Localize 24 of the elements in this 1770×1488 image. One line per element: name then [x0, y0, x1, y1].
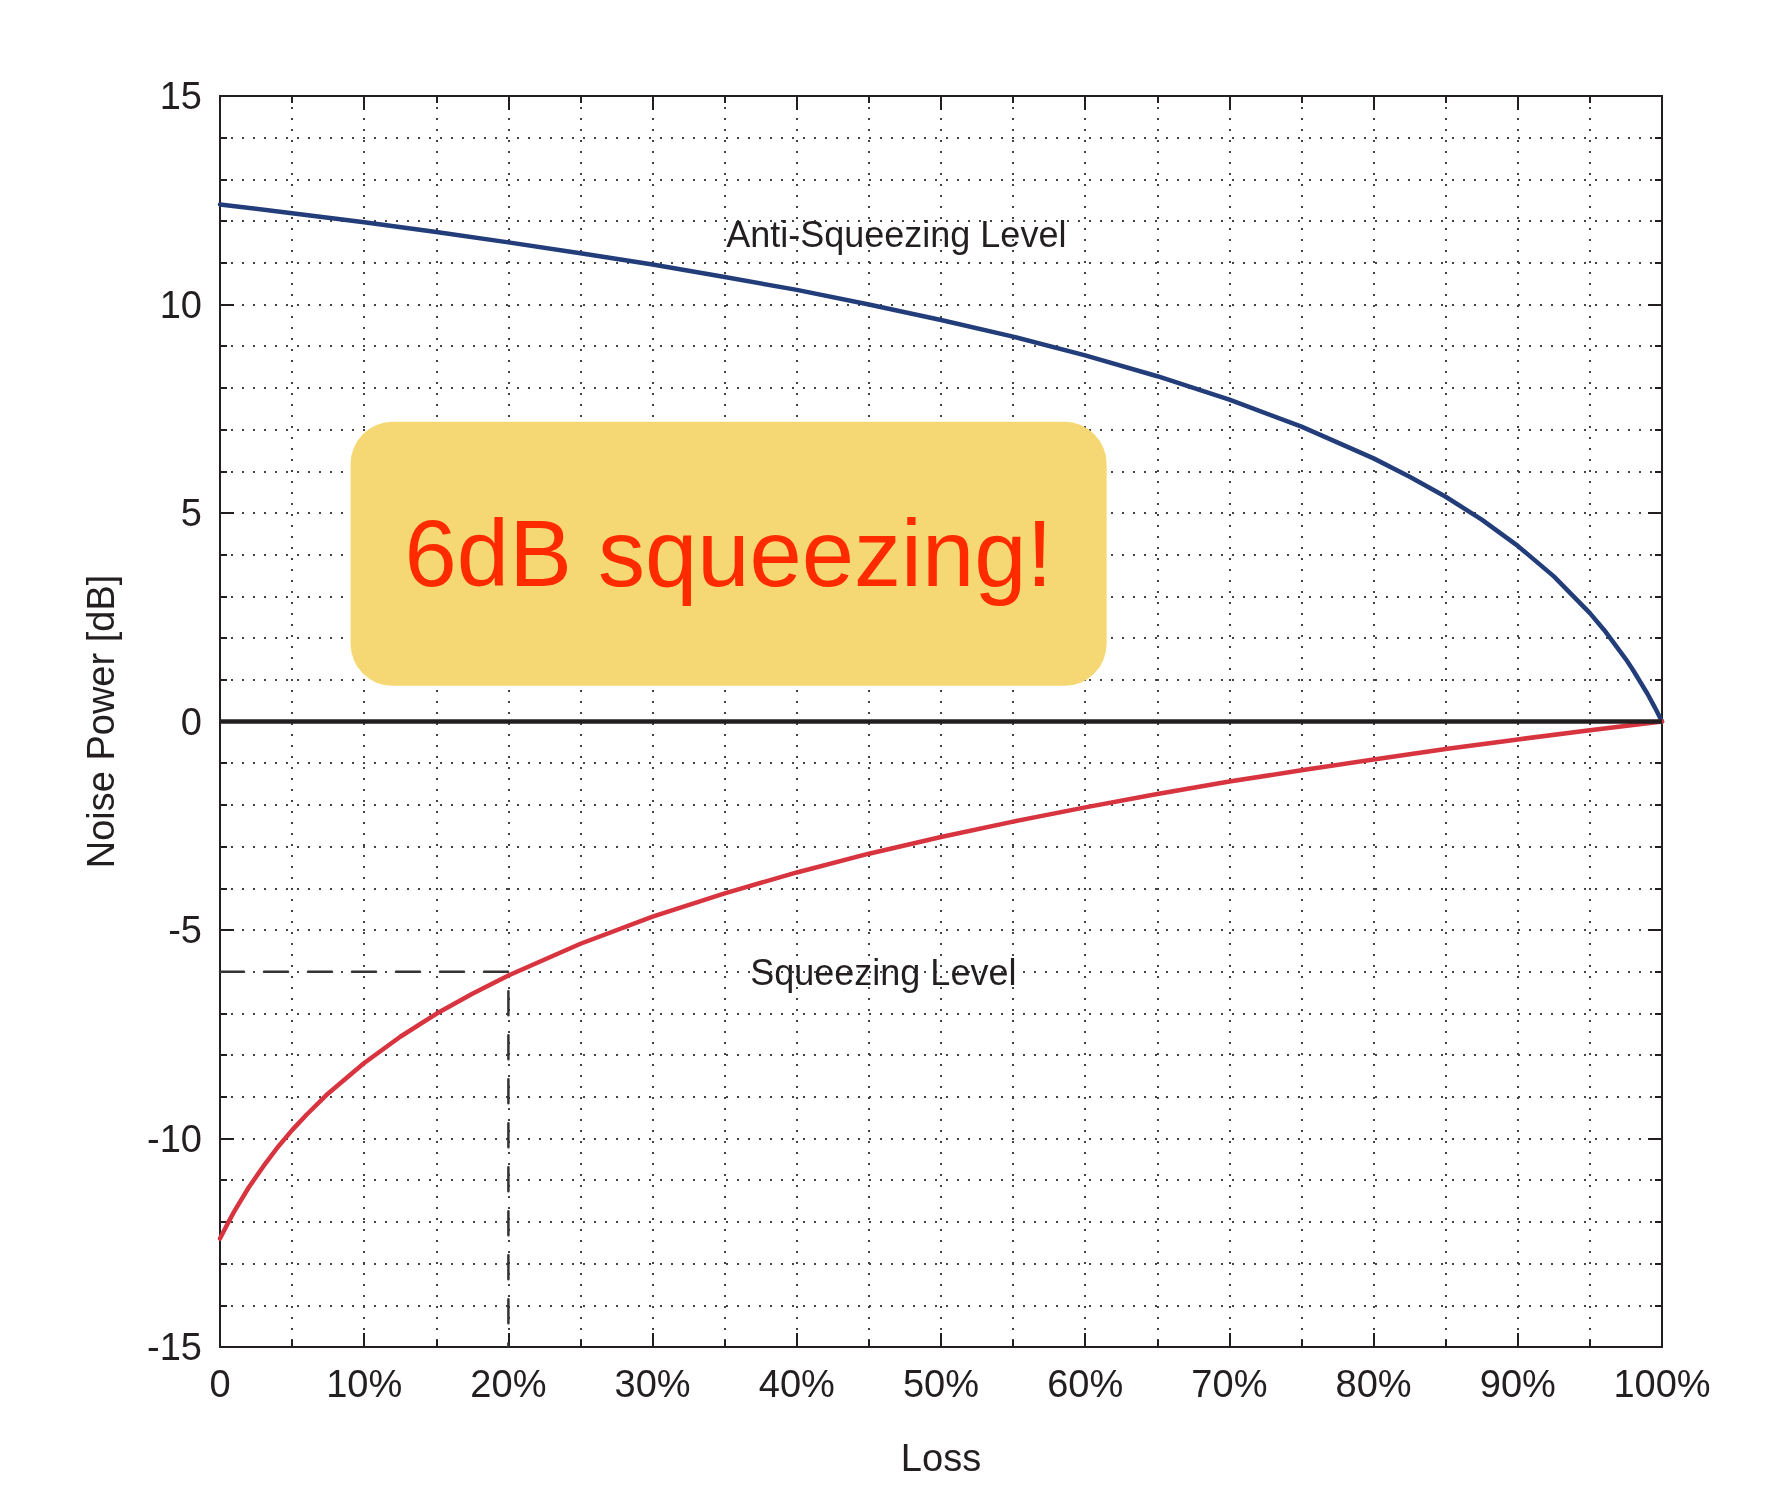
- x-tick-label: 20%: [470, 1363, 547, 1405]
- y-axis-title: Noise Power [dB]: [80, 574, 122, 869]
- x-tick-label: 40%: [758, 1363, 835, 1405]
- x-tick-label: 10%: [326, 1363, 403, 1405]
- y-tick-label: -10: [147, 1117, 202, 1160]
- y-tick-label: -15: [147, 1326, 202, 1368]
- x-tick-label: 90%: [1479, 1363, 1556, 1405]
- y-tick-label: 15: [159, 75, 202, 117]
- x-tick-label: 70%: [1191, 1363, 1268, 1405]
- y-tick-label: 5: [180, 492, 202, 534]
- series-label: Squeezing Level: [750, 952, 1017, 994]
- y-tick-label: -5: [168, 909, 202, 951]
- x-axis-title: Loss: [900, 1437, 982, 1479]
- series-label: Anti-Squeezing Level: [726, 214, 1067, 256]
- x-tick-label: 50%: [902, 1363, 980, 1405]
- line-series: [217, 719, 1665, 1241]
- x-tick-label: 80%: [1335, 1363, 1412, 1405]
- x-tick-label: 0: [209, 1363, 231, 1405]
- y-tick-label: 0: [180, 700, 202, 743]
- y-tick-label: 10: [159, 283, 202, 326]
- x-tick-label: 30%: [614, 1363, 691, 1405]
- x-tick-label: 60%: [1047, 1363, 1124, 1405]
- annotation: 6dB squeezing!: [404, 501, 1053, 607]
- x-tick-label: 100%: [1613, 1363, 1711, 1405]
